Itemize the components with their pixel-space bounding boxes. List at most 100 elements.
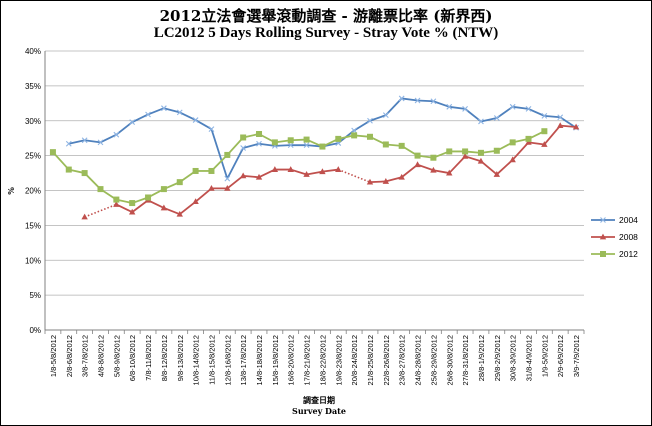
x-tick-label: 24/8-28/8/2012 [414,335,423,385]
x-tick-label: 12/8-16/8/2012 [223,335,232,385]
data-point [81,213,88,220]
series-segment [179,111,196,121]
data-point [65,166,72,173]
data-point [208,185,215,191]
data-point [176,210,183,217]
data-point [113,196,120,203]
data-point [145,111,151,118]
data-point [271,139,278,146]
y-tick-label: 35% [25,82,41,91]
data-point [192,117,199,123]
series-segment [449,105,466,110]
x-tick-label: 2/8-6/8/2012 [65,335,74,377]
data-point [49,149,56,156]
data-point [176,179,183,186]
data-point [446,103,453,110]
legend-marker [599,233,607,240]
data-point [287,142,294,149]
series-segment [210,128,229,179]
data-point [509,103,516,110]
data-point [382,178,390,184]
x-axis-label: Survey Date [292,406,346,416]
data-point [97,139,104,146]
data-point [430,154,437,161]
x-tick-label: 21/8-25/8/2012 [366,335,375,385]
x-tick-label: 4/8-8/8/2012 [96,335,105,377]
legend-marker [600,251,606,257]
data-point [192,198,199,205]
data-point [208,167,215,174]
data-point [335,135,342,142]
data-point [541,112,548,119]
data-point [398,95,405,102]
series-segment [369,114,387,122]
data-point [462,106,468,112]
x-axis-ticks: 1/8-5/8/2012 2/8-6/8/2012 3/8-7/8/2012 4/8-… [44,330,585,385]
series-segment [401,97,418,102]
data-point [398,142,405,149]
data-point [525,135,532,142]
x-axis-label-chinese: 調查日期 [303,395,335,405]
x-tick-label: 3/9-7/9/2012 [572,335,581,377]
series-segment [448,155,466,174]
series-segment [417,99,434,103]
data-point [303,142,310,149]
data-point [477,149,484,156]
data-point [81,170,88,177]
x-tick-label: 25/8-29/8/2012 [429,335,438,385]
x-tick-label: 23/8-27/8/2012 [398,335,407,385]
data-point [541,141,548,147]
series-segment [84,139,101,144]
x-tick-label: 2/9-6/9/2012 [556,335,565,377]
data-point [557,114,564,121]
data-point [97,186,104,193]
series-segment [163,107,180,114]
data-point [367,117,373,124]
data-point [462,148,469,155]
data-point [493,147,500,154]
data-point [81,137,88,144]
data-point [493,115,500,121]
x-tick-label: 20/8-24/8/2012 [350,335,359,385]
data-point [493,171,501,177]
data-point [160,186,167,193]
data-point [160,204,168,211]
series-segment [385,97,403,116]
legend-label-2008: 2008 [619,232,638,242]
data-point [271,166,279,172]
data-point [224,175,231,182]
y-tick-label: 30% [25,117,41,126]
data-point [382,112,389,119]
data-point [287,137,294,144]
data-point [303,171,310,177]
data-point [398,173,405,180]
data-point [319,168,326,175]
x-tick-label: 3/8-7/8/2012 [81,335,90,377]
data-point [113,201,120,207]
data-point [255,173,263,180]
series-gap-segment [84,203,117,218]
series-segment [147,107,165,116]
series-segment [511,141,530,161]
x-tick-label: 8/8-12/8/2012 [160,335,169,381]
data-point [351,127,358,134]
x-tick-label: 17/8-21/8/2012 [303,335,312,385]
x-tick-label: 29/8-2/9/2012 [493,335,502,381]
y-tick-label: 25% [25,152,41,161]
x-tick-label: 10/8-14/8/2012 [192,335,201,385]
x-tick-label: 5/8-9/8/2012 [112,335,121,377]
y-tick-label: 10% [25,256,41,265]
series-segment [242,142,260,149]
x-tick-label: 31/8-4/9/2012 [525,335,534,381]
x-tick-label: 1/9-5/9/2012 [540,335,549,377]
data-point [240,145,247,151]
data-point [335,166,342,172]
series-segment [528,108,545,117]
y-tick-label: 15% [25,221,41,230]
x-tick-label: 19/8-23/8/2012 [334,335,343,385]
data-point [541,128,548,135]
data-point [414,152,421,159]
series-segment [274,144,291,147]
data-point [446,148,453,155]
data-point [478,118,484,125]
